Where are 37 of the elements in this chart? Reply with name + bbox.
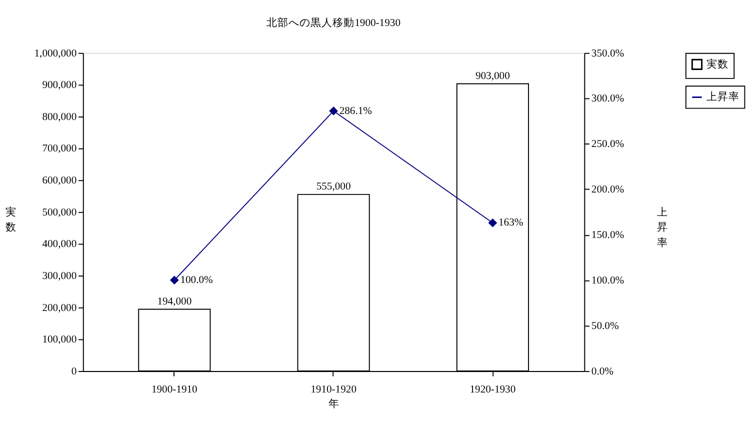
y2-tick-label: 200.0% (591, 184, 624, 196)
point (170, 276, 178, 284)
data-label: 286.1% (339, 106, 372, 117)
y-tick-label: 100,000 (42, 334, 77, 346)
y2-axis-title: 上昇率 (657, 205, 668, 250)
data-label: 100.0% (180, 275, 214, 286)
data-label: 163% (498, 218, 524, 229)
y-tick-label: 500,000 (42, 207, 77, 218)
y-tick-label: 200,000 (42, 302, 77, 314)
y-tick-label: 800,000 (42, 112, 77, 123)
y-tick-label: 1,000,000 (34, 48, 77, 60)
y-axis-title: 実数 (6, 205, 17, 234)
x-tick-label: 1910-1920 (310, 384, 356, 396)
y-tick-label: 0 (71, 366, 77, 378)
data-label: 903,000 (475, 70, 510, 82)
legend-label: 実数 (706, 57, 729, 70)
y2-tick-label: 50.0% (591, 320, 619, 332)
x-tick-label: 1920-1930 (470, 384, 516, 396)
y-tick-label: 700,000 (42, 144, 77, 155)
data-label: 194,000 (157, 296, 192, 308)
data-label: 555,000 (316, 182, 351, 193)
legend-label: 上昇率 (706, 90, 740, 104)
y2-tick-label: 100.0% (591, 275, 624, 286)
y-tick-label: 400,000 (42, 239, 77, 250)
y2-tick-label: 300.0% (591, 94, 624, 105)
y-tick-label: 600,000 (42, 176, 77, 187)
y2-tick-label: 0.0% (591, 366, 614, 378)
point (488, 218, 497, 227)
y2-tick-label: 150.0% (591, 230, 624, 242)
point (330, 106, 338, 115)
chart-title: 北部への黒人移動1900-1930 (266, 16, 400, 29)
y-tick-label: 900,000 (42, 80, 77, 92)
x-tick-label: 1900-1910 (151, 384, 198, 396)
y-tick-label: 300,000 (42, 270, 77, 282)
y2-tick-label: 250.0% (591, 139, 624, 150)
y2-tick-label: 350.0% (591, 48, 624, 60)
x-axis-title: 年 (328, 398, 340, 410)
